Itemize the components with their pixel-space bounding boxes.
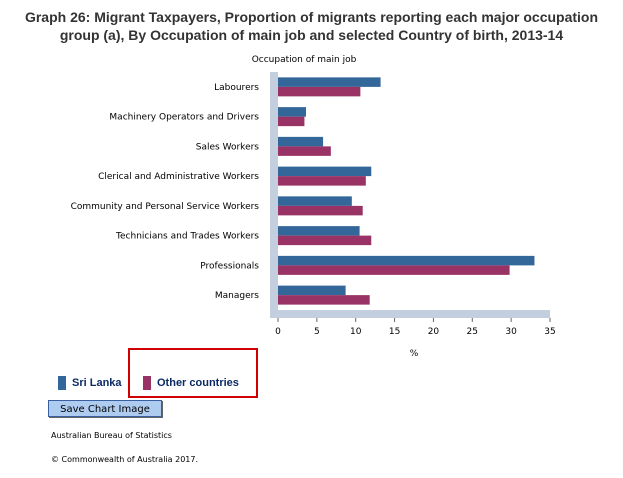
- chart-legend: Sri Lanka Other countries: [0, 370, 623, 404]
- x-axis-title: %: [410, 349, 419, 359]
- chart-left-wall: [270, 72, 278, 310]
- x-tick-label-20: 20: [428, 327, 440, 337]
- legend-item-other-countries: Other countries: [143, 376, 239, 390]
- legend-item-sri-lanka: Sri Lanka: [58, 376, 122, 390]
- save-chart-image-button[interactable]: Save Chart Image: [48, 400, 162, 417]
- x-tick-label-15: 15: [389, 327, 400, 337]
- y-axis-title: Occupation of main job: [252, 55, 357, 65]
- x-tick-label-30: 30: [505, 327, 517, 337]
- legend-highlight-box: [128, 348, 258, 398]
- bar-other-countries-sales-workers: [278, 146, 331, 156]
- category-label-community-and-personal-service-workers: Community and Personal Service Workers: [71, 202, 260, 212]
- x-tick-label-35: 35: [544, 327, 555, 337]
- x-tick-label-5: 5: [314, 327, 320, 337]
- bar-sri-lanka-machinery-operators-and-drivers: [278, 107, 306, 117]
- bar-other-countries-community-and-personal-service-workers: [278, 205, 363, 216]
- bar-other-countries-machinery-operators-and-drivers: [278, 116, 305, 127]
- legend-swatch-sri-lanka: [58, 376, 66, 390]
- bar-other-countries-managers: [278, 295, 370, 305]
- legend-label-other-countries: Other countries: [157, 377, 239, 389]
- category-label-technicians-and-trades-workers: Technicians and Trades Workers: [115, 232, 259, 242]
- bar-sri-lanka-technicians-and-trades-workers: [278, 226, 360, 236]
- bar-other-countries-professionals: [278, 265, 510, 275]
- bar-chart: Occupation of main job Labourers Machinery…: [71, 55, 556, 359]
- bar-sri-lanka-labourers: [278, 77, 381, 87]
- x-tick-label-0: 0: [275, 327, 281, 337]
- copyright-text: © Commonwealth of Australia 2017.: [51, 455, 198, 464]
- category-label-managers: Managers: [215, 291, 259, 301]
- title-line-2: group (a), By Occupation of main job and…: [59, 27, 564, 43]
- category-label-professionals: Professionals: [200, 261, 259, 271]
- chart-title: Graph 26: Migrant Taxpayers, Proportion …: [0, 8, 623, 44]
- legend-label-sri-lanka: Sri Lanka: [72, 377, 122, 389]
- category-label-sales-workers: Sales Workers: [196, 142, 260, 152]
- bar-sri-lanka-professionals: [278, 255, 535, 266]
- bar-sri-lanka-clerical-and-administrative-workers: [278, 166, 372, 177]
- bar-other-countries-labourers: [278, 86, 361, 97]
- bar-other-countries-clerical-and-administrative-workers: [278, 176, 366, 186]
- bar-sri-lanka-community-and-personal-service-workers: [278, 196, 352, 206]
- chart-floor: [270, 310, 550, 318]
- category-label-machinery-operators-and-drivers: Machinery Operators and Drivers: [109, 113, 259, 123]
- x-tick-label-10: 10: [350, 327, 362, 337]
- bar-other-countries-technicians-and-trades-workers: [278, 235, 372, 246]
- bar-sri-lanka-sales-workers: [278, 136, 324, 147]
- category-label-clerical-and-administrative-workers: Clerical and Administrative Workers: [98, 172, 259, 182]
- legend-swatch-other-countries: [143, 376, 151, 390]
- source-text: Australian Bureau of Statistics: [51, 431, 172, 440]
- category-label-labourers: Labourers: [214, 83, 259, 93]
- title-line-1: Graph 26: Migrant Taxpayers, Proportion …: [24, 9, 599, 25]
- bar-sri-lanka-managers: [278, 285, 346, 296]
- x-tick-label-25: 25: [467, 327, 478, 337]
